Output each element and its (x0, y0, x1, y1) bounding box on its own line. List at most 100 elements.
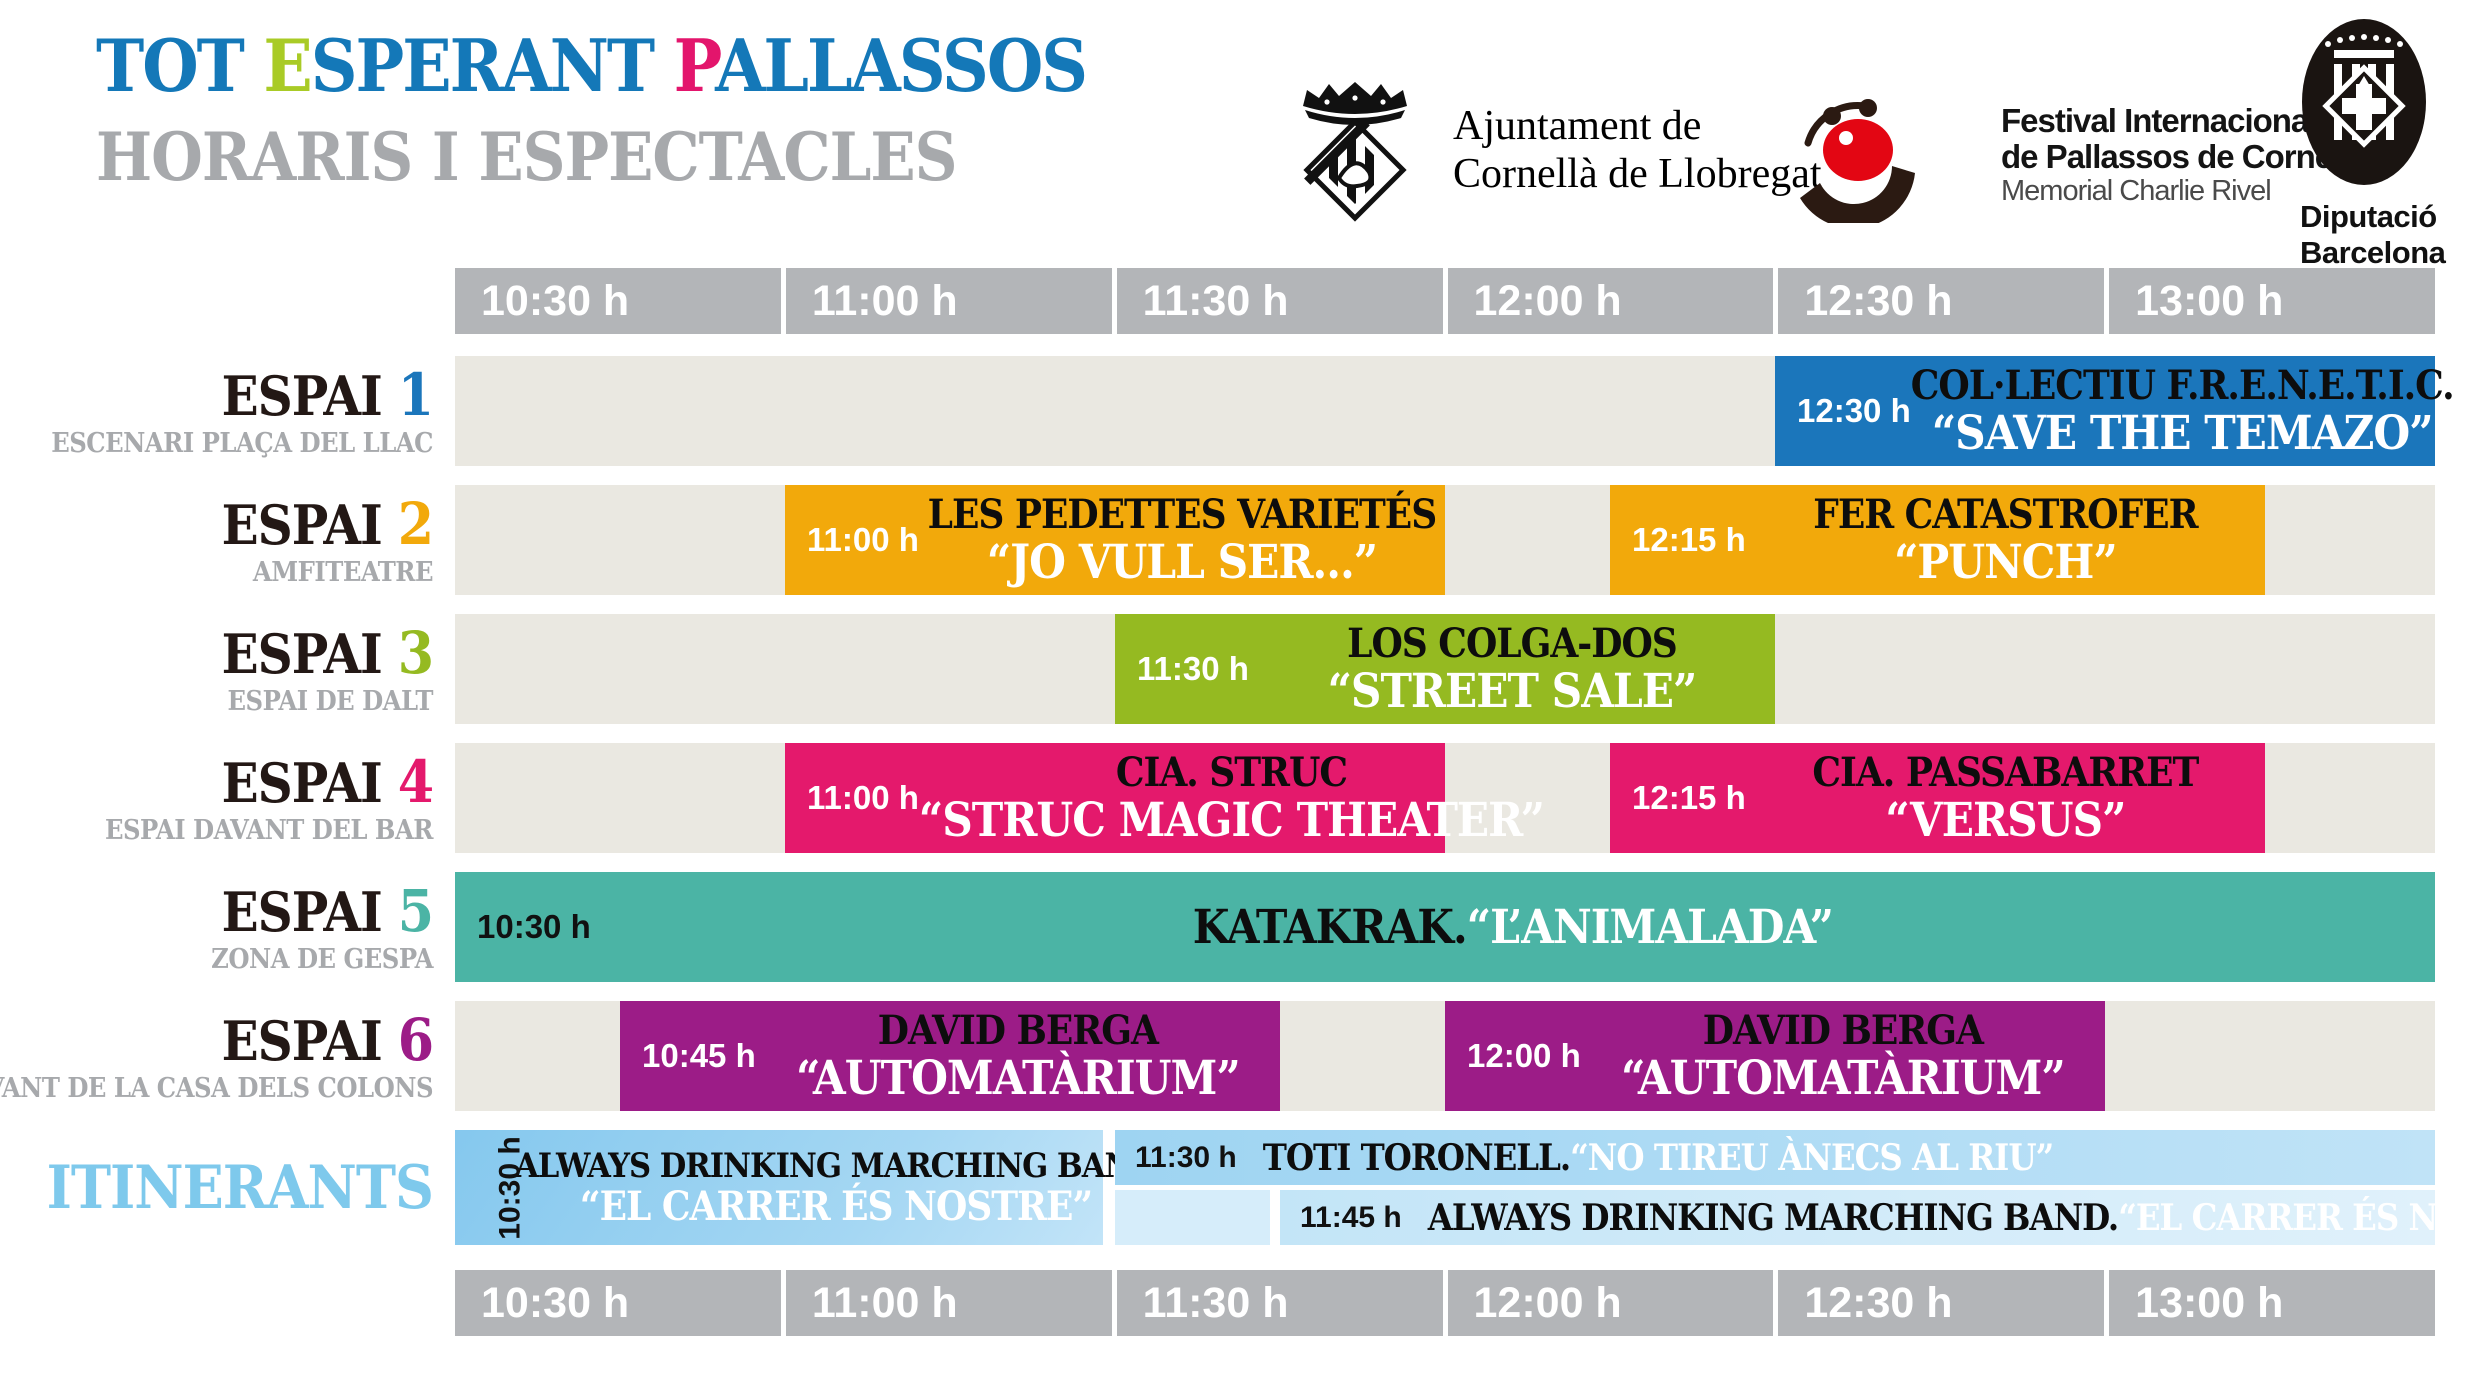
event-show: “AUTOMATÀRIUM” (796, 1050, 1241, 1106)
event-text: LOS COLGA-DOS “STREET SALE” (1249, 623, 1775, 719)
logo-diputacio: Diputació Barcelona (2300, 18, 2470, 270)
espai-word: ESPAI (221, 750, 383, 815)
event-company: DAVID BERGA (1702, 1006, 1984, 1054)
event-show: “VERSUS” (1885, 792, 2126, 848)
event-block-punch: 12:15 h FER CATASTROFER “PUNCH” (1610, 485, 2265, 595)
event-time: 11:00 h (807, 521, 919, 558)
event-company: COL·LECTIU F.R.E.N.E.T.I.C. (1910, 361, 2455, 409)
event-show: “EL CARRER ÉS NOSTRE” (579, 1182, 1093, 1230)
event-time: 10:45 h (642, 1037, 756, 1074)
espai-number: 1 (397, 360, 434, 429)
time-cell: 11:30 h (1116, 268, 1443, 334)
event-company: ALWAYS DRINKING MARCHING BAND (515, 1145, 1158, 1186)
event-time: 10:30 h (477, 908, 591, 945)
event-block-street-sale: 11:30 h LOS COLGA-DOS “STREET SALE” (1115, 614, 1775, 724)
time-cell: 10:30 h (455, 268, 781, 334)
event-show: “PUNCH” (1894, 534, 2118, 590)
event-text: CIA. PASSABARRET “VERSUS” (1746, 748, 2265, 848)
event-time: 11:30 h (1137, 650, 1249, 687)
event-company: TOTI TORONELL. (1262, 1136, 1571, 1179)
schedule-row-espai-6: 10:45 h DAVID BERGA “AUTOMATÀRIUM” 12:00… (455, 1001, 2435, 1111)
schedule-row-espai-4: 11:00 h CIA. STRUC “STRUC MAGIC THEATER”… (455, 743, 2435, 853)
diputacio-emblem-icon (2302, 19, 2426, 185)
diputacio-line1: Diputació (2300, 199, 2437, 234)
espai-2-subtitle: AMFITEATRE (252, 556, 434, 588)
title-seg-allassos: ALLASSOS (715, 23, 1088, 108)
itin-left-block: 10:30 h ALWAYS DRINKING MARCHING BAND “E… (455, 1130, 1158, 1245)
time-cell: 12:30 h (1778, 268, 2105, 334)
espai-number: 3 (397, 618, 434, 687)
row-label-espai-5: ESPAI 5 ZONA DE GESPA (0, 872, 434, 982)
schedule-row-itinerants: 10:30 h ALWAYS DRINKING MARCHING BAND “E… (455, 1130, 2480, 1245)
event-show: “STREET SALE” (1327, 663, 1698, 719)
espai-number: 6 (397, 1005, 434, 1074)
time-cell: 12:00 h (1447, 1270, 1774, 1336)
time-cell: 12:00 h (1447, 268, 1774, 334)
event-company: DAVID BERGA (877, 1006, 1159, 1054)
logo-ajuntament: Ajuntament de Cornellà de Llobregat (1275, 78, 1822, 223)
clown-nose-icon (1800, 99, 1915, 223)
time-cell: 10:30 h (455, 1270, 781, 1336)
itinerants-title: ITINERANTS (46, 1152, 434, 1223)
event-company: FER CATASTROFER (1813, 490, 2198, 538)
row-label-espai-6: ESPAI 6 DAVANT DE LA CASA DELS COLONS (0, 1001, 434, 1111)
time-cell: 13:00 h (2109, 1270, 2435, 1336)
title-line2: HORARIS I ESPECTACLES (96, 118, 958, 196)
event-time: 12:00 h (1467, 1037, 1581, 1074)
ajuntament-line1: Ajuntament de (1453, 103, 1702, 150)
event-time: 12:15 h (1632, 521, 1746, 558)
row-label-espai-2: ESPAI 2 AMFITEATRE (0, 485, 434, 595)
event-company: CIA. PASSABARRET (1812, 748, 2199, 796)
diputacio-line2: Barcelona (2300, 234, 2446, 270)
poster-title: TOT ESPERANT PALLASSOS HORARIS I ESPECTA… (96, 30, 1088, 196)
espai-2-title: ESPAI 2 (222, 495, 434, 553)
event-time: 11:00 h (807, 779, 919, 816)
time-cell: 11:00 h (785, 268, 1112, 334)
ajuntament-line2: Cornellà de Llobregat (1453, 150, 1822, 197)
event-time: 11:30 h (1135, 1140, 1237, 1174)
event-block-jo-vull-ser: 11:00 h LES PEDETTES VARIETÉS “JO VULL S… (785, 485, 1445, 595)
espai-3-subtitle: ESPAI DE DALT (227, 685, 434, 717)
espai-word: ESPAI (221, 363, 383, 428)
event-block-animalada: 10:30 h KATAKRAK.“L’ANIMALADA” (455, 872, 2435, 982)
espai-6-title: ESPAI 6 (222, 1011, 434, 1069)
espai-3-title: ESPAI 3 (222, 624, 434, 682)
row-label-espai-4: ESPAI 4 ESPAI DAVANT DEL BAR (0, 743, 434, 853)
festival-line3: Memorial Charlie Rivel (2001, 175, 2272, 208)
event-block-versus: 12:15 h CIA. PASSABARRET “VERSUS” (1610, 743, 2265, 853)
title-seg-tot: TOT (96, 23, 264, 108)
title-seg-p: P (673, 23, 717, 108)
espai-word: ESPAI (221, 492, 383, 557)
espai-1-subtitle: ESCENARI PLAÇA DEL LLAC (51, 427, 433, 459)
espai-word: ESPAI (221, 879, 383, 944)
event-company: ALWAYS DRINKING MARCHING BAND. (1427, 1196, 2119, 1239)
time-cell: 12:30 h (1778, 1270, 2105, 1336)
event-block-automatarium-1: 10:45 h DAVID BERGA “AUTOMATÀRIUM” (620, 1001, 1280, 1111)
event-show: “SAVE THE TEMAZO” (1931, 405, 2434, 461)
espai-4-subtitle: ESPAI DAVANT DEL BAR (104, 814, 434, 846)
festival-text: Festival Internacional de Pallassos de C… (2001, 102, 2367, 208)
title-seg-e: E (263, 23, 312, 108)
event-show: “L’ANIMALADA” (1466, 899, 1834, 955)
event-text: KATAKRAK.“L’ANIMALADA” (591, 904, 2435, 951)
row-label-espai-1: ESPAI 1 ESCENARI PLAÇA DEL LLAC (0, 356, 434, 466)
event-show: “EL CARRER ÉS NOSTRE” (2118, 1196, 2480, 1239)
event-show: “STRUC MAGIC THEATER” (918, 792, 1545, 848)
festival-line1: Festival Internacional (2001, 102, 2317, 140)
diputacio-text: Diputació Barcelona (2300, 199, 2470, 270)
espai-6-subtitle: DAVANT DE LA CASA DELS COLONS (0, 1072, 434, 1104)
schedule-row-espai-2: 11:00 h LES PEDETTES VARIETÉS “JO VULL S… (455, 485, 2435, 595)
event-block-automatarium-2: 12:00 h DAVID BERGA “AUTOMATÀRIUM” (1445, 1001, 2105, 1111)
espai-5-subtitle: ZONA DE GESPA (211, 943, 433, 975)
title-seg-sperant: SPERANT (310, 23, 674, 108)
row-label-itinerants: ITINERANTS (0, 1130, 434, 1245)
schedule-row-espai-3: 11:30 h LOS COLGA-DOS “STREET SALE” (455, 614, 2435, 724)
row-label-espai-3: ESPAI 3 ESPAI DE DALT (0, 614, 434, 724)
espai-word: ESPAI (221, 1008, 383, 1073)
ajuntament-text: Ajuntament de Cornellà de Llobregat (1453, 103, 1822, 197)
schedule-row-espai-5: 10:30 h KATAKRAK.“L’ANIMALADA” (455, 872, 2435, 982)
event-time: 12:15 h (1632, 779, 1746, 816)
event-time: 11:45 h (1300, 1200, 1402, 1234)
event-block-struc-magic-theater: 11:00 h CIA. STRUC “STRUC MAGIC THEATER” (785, 743, 1545, 853)
